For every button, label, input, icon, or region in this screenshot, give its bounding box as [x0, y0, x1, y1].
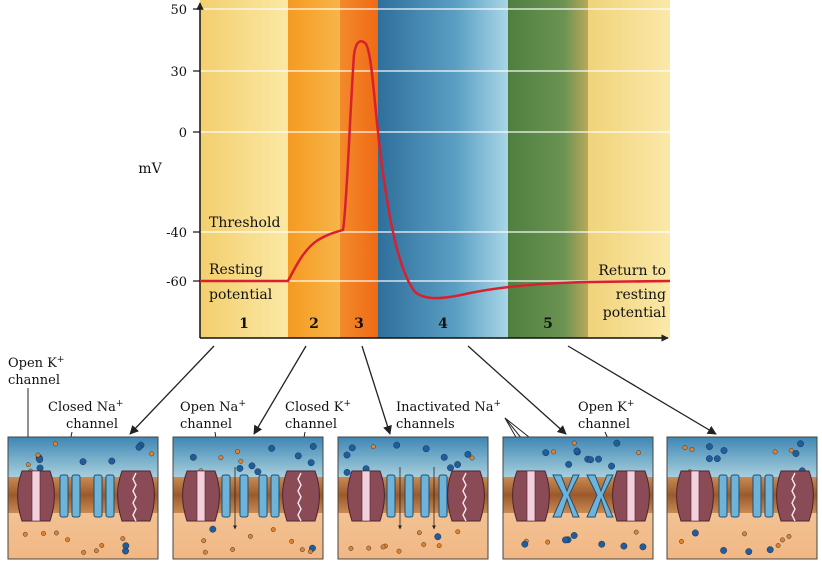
phase-number-2: 2 — [309, 316, 319, 332]
y-axis-label: mV — [138, 161, 162, 177]
phase-number-4: 4 — [438, 316, 448, 332]
label-open-k-channel-4a: Open K+ — [578, 399, 634, 415]
chart: 50 30 0 -40 -60 mV Threshold Resting pot… — [138, 0, 671, 342]
phase-band-5 — [508, 0, 588, 338]
resting-label-line2: potential — [209, 287, 273, 303]
phase-number-3: 3 — [354, 316, 364, 332]
ytick-minus60: -60 — [166, 275, 187, 290]
return-label-line1: Return to — [598, 263, 666, 279]
y-ticks — [193, 8, 200, 282]
label-closed-k-channel-2a: Closed K+ — [285, 399, 351, 415]
action-potential-curve — [200, 40, 671, 300]
ytick-0: 0 — [179, 126, 187, 141]
label-open-k-channel-1a: Open K+ — [8, 355, 64, 371]
label-closed-k-channel-2b: channel — [285, 417, 337, 432]
resting-label-line1: Resting — [209, 262, 263, 278]
membrane-panel-4 — [502, 436, 654, 560]
phase-arrows — [129, 345, 717, 435]
label-closed-na-channel-1a: Closed Na+ — [48, 399, 123, 415]
label-inactivated-na-3a: Inactivated Na+ — [396, 399, 501, 415]
label-inactivated-na-3b: channels — [396, 417, 455, 432]
return-label-line2: resting — [616, 287, 666, 303]
ytick-30: 30 — [170, 65, 187, 80]
panel-labels: Open K+ channel Closed Na+ channel Open … — [8, 355, 634, 432]
ytick-minus40: -40 — [166, 226, 187, 241]
threshold-label: Threshold — [209, 215, 280, 231]
phase-band-4 — [378, 0, 508, 338]
membrane-panels — [7, 436, 818, 560]
membrane-panel-1 — [7, 436, 159, 560]
phase-band-2 — [288, 0, 340, 338]
return-label-line3: potential — [603, 305, 667, 321]
membrane-panel-5 — [666, 436, 818, 560]
ytick-50: 50 — [170, 3, 187, 18]
membrane-panel-3 — [337, 436, 489, 560]
membrane-panel-2 — [172, 436, 324, 560]
phase-number-5: 5 — [543, 316, 553, 332]
label-open-k-channel-1b: channel — [8, 373, 60, 388]
phase-number-1: 1 — [239, 316, 249, 332]
label-closed-na-channel-1b: channel — [66, 417, 118, 432]
phase-band-3 — [340, 0, 378, 338]
label-open-na-channel-2a: Open Na+ — [180, 399, 246, 415]
label-open-na-channel-2b: channel — [180, 417, 232, 432]
label-open-k-channel-4b: channel — [578, 417, 630, 432]
